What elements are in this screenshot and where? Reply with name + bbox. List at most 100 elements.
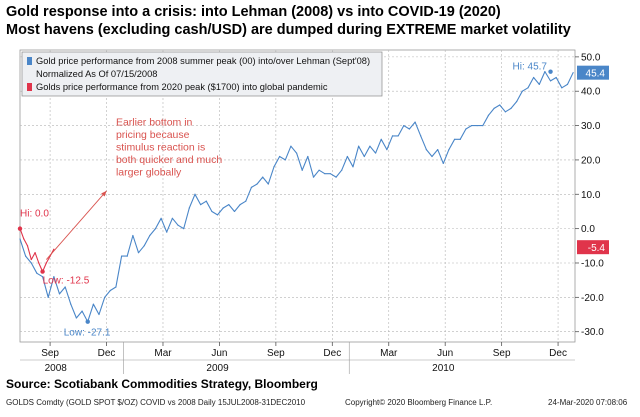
y-tick-label: -20.0 — [581, 293, 604, 304]
series-point-2008 — [267, 183, 269, 185]
series-point-2008 — [544, 71, 546, 73]
series-point-2008 — [194, 193, 196, 195]
x-month-label: Mar — [154, 348, 172, 359]
series-point-2008 — [58, 293, 61, 295]
annotation-marker — [40, 269, 45, 274]
series-point-2008 — [425, 149, 427, 151]
series-point-2020 — [45, 262, 47, 264]
series-point-2008 — [499, 104, 501, 106]
series-point-2008 — [143, 245, 145, 247]
callout-text-line: stimulus reaction is — [116, 142, 205, 154]
footer-ticker: GOLDS Comdty (GOLD SPOT $/OZ) COVID vs 2… — [6, 398, 306, 407]
series-point-2008 — [476, 124, 478, 127]
series-point-2008 — [527, 87, 529, 89]
series-point-2008 — [137, 252, 140, 254]
callout-text-line: pricing because — [116, 129, 190, 141]
y-tick-label: 50.0 — [581, 52, 601, 63]
series-point-2008 — [572, 72, 574, 74]
series-point-2020 — [26, 245, 29, 247]
series-point-2008 — [329, 173, 332, 175]
series-point-2008 — [312, 176, 315, 178]
series-point-2008 — [487, 114, 490, 116]
series-point-2008 — [211, 210, 213, 213]
legend-entry: Gold price performance from 2008 summer … — [36, 56, 370, 66]
series-point-2008 — [566, 83, 569, 85]
y-tick-label: 30.0 — [581, 121, 601, 132]
series-point-2008 — [420, 135, 422, 137]
series-point-2008 — [166, 231, 168, 233]
x-month-label: Sep — [41, 348, 59, 359]
annotation-marker — [85, 319, 90, 324]
source-text: Source: Scotiabank Commodities Strategy,… — [6, 377, 318, 391]
annotation-label: Low: -12.5 — [43, 276, 90, 287]
series-point-2008 — [216, 214, 219, 216]
series-point-2008 — [397, 135, 399, 137]
last-value-tag — [577, 240, 609, 255]
series-point-2008 — [126, 255, 128, 257]
series-point-2008 — [154, 228, 157, 230]
annotation-marker — [17, 226, 23, 231]
series-point-2008 — [115, 286, 117, 288]
series-point-2008 — [171, 217, 173, 219]
legend-box — [21, 51, 383, 97]
chart-svg: 50.0 40.0 30.0 20.0 10.0 0.0 -10.0 -20.0 -30.0 Se… — [17, 49, 609, 374]
series-point-2008 — [245, 200, 247, 202]
series-point-2008 — [414, 121, 416, 123]
series-point-2008 — [205, 200, 207, 202]
series-point-2008 — [233, 210, 236, 213]
title-line-2: Most havens (excluding cash/USD) are dum… — [6, 22, 571, 38]
series-point-2008 — [521, 90, 523, 92]
series-point-2008 — [239, 203, 241, 206]
series-point-2008 — [104, 296, 106, 298]
callout-text-line: larger globally — [116, 167, 182, 179]
series-point-2020 — [38, 262, 40, 264]
annotation-label: Hi: 45.7 — [513, 62, 548, 73]
series-point-2008 — [374, 152, 377, 154]
callout-text-line: both quicker and much — [116, 154, 222, 166]
series-point-2008 — [482, 124, 484, 127]
series-point-2008 — [200, 203, 202, 206]
y-tick-label: -10.0 — [581, 258, 604, 269]
x-month-label: Dec — [323, 348, 341, 359]
x-year-label: 2009 — [206, 363, 229, 374]
series-point-2008 — [437, 149, 439, 151]
chart-title: Gold response into a crisis: into Lehman… — [6, 3, 636, 39]
series-point-2008 — [561, 87, 563, 89]
series-point-2008 — [307, 155, 309, 158]
y-tick-label: 10.0 — [581, 190, 601, 201]
series-point-2008 — [516, 100, 518, 103]
series-point-2008 — [149, 234, 151, 237]
series-point-2008 — [538, 83, 540, 85]
title-line-1: Gold response into a crisis: into Lehman… — [6, 4, 501, 20]
annotation-label: Low: -27.1 — [64, 328, 111, 339]
series-point-2008 — [256, 183, 258, 185]
series-point-2008 — [262, 176, 264, 178]
series-point-2008 — [358, 145, 360, 147]
series-point-2008 — [19, 238, 21, 240]
x-month-label: Dec — [549, 348, 567, 359]
series-point-2008 — [380, 138, 382, 140]
series-point-2020 — [30, 258, 32, 261]
x-year-label: 2008 — [45, 363, 68, 374]
series-point-2008 — [36, 272, 38, 274]
series-point-2008 — [132, 234, 134, 237]
series-point-2008 — [453, 138, 456, 140]
series-point-2020 — [23, 238, 25, 240]
legend-entry: Golds price performance from 2020 peak (… — [36, 82, 328, 92]
series-point-2008 — [301, 169, 303, 171]
x-month-label: Jun — [437, 348, 453, 359]
y-tick-label: 20.0 — [581, 155, 601, 166]
footer-timestamp: 24-Mar-2020 07:08:06 — [548, 398, 628, 407]
series-point-2008 — [442, 162, 444, 164]
series-point-2008 — [459, 138, 461, 140]
series-point-2008 — [53, 276, 55, 278]
series-point-2008 — [228, 203, 230, 206]
series-point-2020 — [53, 248, 55, 250]
callout-arrow-line — [46, 190, 107, 260]
series-point-2008 — [448, 149, 450, 151]
series-point-2008 — [98, 313, 100, 316]
last-value-label: -5.4 — [588, 243, 606, 254]
series-point-2008 — [177, 224, 179, 226]
last-value-label: 45.4 — [586, 69, 606, 80]
series-point-2008 — [64, 286, 66, 288]
